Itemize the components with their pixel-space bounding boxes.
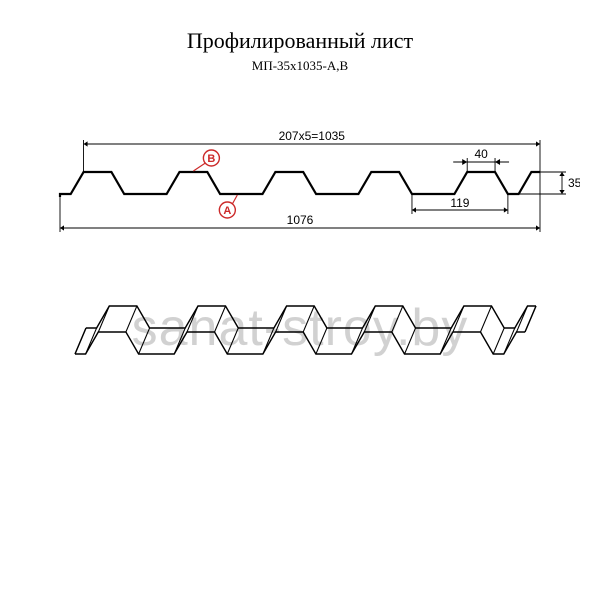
profile-path xyxy=(60,172,540,197)
page-subtitle: МП-35x1035-А,В xyxy=(0,58,600,74)
page-title: Профилированный лист xyxy=(0,28,600,54)
dim-top-span: 207x5=1035 xyxy=(279,129,346,143)
profile-isometric xyxy=(20,254,580,394)
title-text: Профилированный лист xyxy=(187,28,413,53)
profile-cross-section: 207x5=1035 1076 40 119 35 В А xyxy=(20,74,580,244)
badge-a-label: А xyxy=(223,205,231,217)
subtitle-text: МП-35x1035-А,В xyxy=(252,58,348,73)
dim-flat-top: 40 xyxy=(474,147,488,161)
iso-back-edge xyxy=(86,306,536,328)
dim-bottom-span: 1076 xyxy=(287,213,314,227)
dim-height: 35 xyxy=(568,176,580,190)
dim-valley: 119 xyxy=(450,196,469,210)
iso-front-edge xyxy=(75,332,525,354)
badge-b-label: В xyxy=(207,153,215,165)
